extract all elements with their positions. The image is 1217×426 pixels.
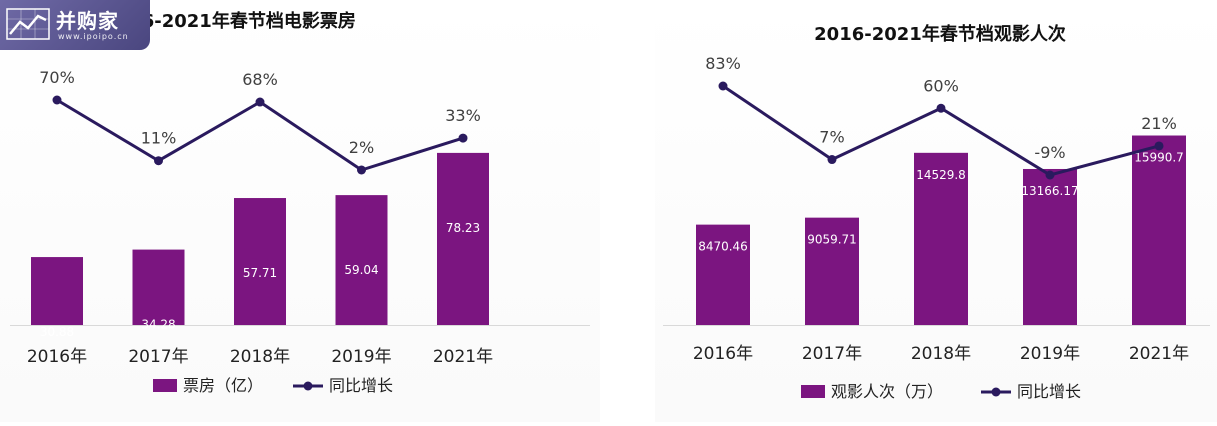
growth-point: [154, 156, 163, 166]
legend-line-label: 同比增长: [329, 376, 393, 395]
bar-value-label: 34.28: [141, 318, 175, 332]
growth-line: [56, 98, 464, 172]
bar: [696, 224, 750, 325]
bar-value-label: 8470.46: [698, 240, 748, 254]
bar-value-label: 13166.17: [1021, 184, 1078, 198]
legend-bar-swatch: [801, 385, 825, 398]
x-tick-label: 2017年: [802, 344, 862, 364]
growth-label: 33%: [445, 106, 481, 125]
growth-point: [458, 133, 468, 143]
legend-bar-label: 观影人次（万）: [831, 382, 943, 401]
bar-value-label: 14529.8: [916, 168, 966, 182]
attendance-chart-panel: 2016-2021年春节档观影人次 8470.46 9059.71 14529.8 13…: [655, 0, 1217, 422]
growth-label: 11%: [141, 129, 177, 148]
legend-line-label: 同比增长: [1017, 382, 1081, 401]
x-tick-label: 2018年: [911, 344, 971, 364]
bar: [805, 217, 859, 325]
x-tick-label: 2016年: [693, 344, 753, 364]
bar-value-label: 78.23: [446, 221, 480, 235]
bar: [1023, 168, 1077, 325]
x-tick-label: 2018年: [230, 347, 290, 367]
growth-label: 2%: [349, 138, 374, 157]
legend-bar-swatch: [153, 379, 177, 392]
x-tick-label: 2021年: [1129, 344, 1189, 364]
growth-point: [718, 81, 728, 91]
growth-point: [52, 95, 62, 105]
attendance-chart: 2016-2021年春节档观影人次 8470.46 9059.71 14529.8 13…: [663, 23, 1210, 401]
line-chart-icon: [6, 8, 50, 40]
chart-title: 2016-2021年春节档电影票房: [104, 10, 356, 32]
legend-bar-label: 票房（亿）: [183, 376, 263, 395]
bar-value-label: 30.88: [40, 325, 74, 339]
bar: [335, 195, 388, 325]
growth-point: [255, 97, 265, 107]
bar: [234, 198, 286, 325]
growth-label: 70%: [39, 68, 75, 87]
chart-title: 2016-2021年春节档观影人次: [814, 23, 1066, 45]
growth-point: [357, 165, 366, 175]
bar-value-label: 15990.7: [1134, 151, 1184, 165]
bar: [1132, 135, 1186, 325]
box-office-chart: 2016-2021年春节档电影票房 30.88 34.28 57.71 59.04 78.…: [10, 10, 590, 395]
x-tick-label: 2019年: [1020, 344, 1080, 364]
x-tick-label: 2019年: [331, 347, 391, 367]
bar: [914, 152, 968, 325]
legend-line-marker: [303, 381, 313, 391]
box-office-chart-panel: 2016-2021年春节档电影票房 30.88 34.28 57.71 59.04 78.…: [0, 0, 600, 422]
logo: 并购家 www.ipoipo.cn: [0, 0, 150, 50]
growth-label: 68%: [242, 70, 278, 89]
x-tick-label: 2017年: [128, 347, 188, 367]
logo-brand: 并购家: [56, 9, 119, 33]
x-tick-label: 2021年: [433, 347, 493, 367]
growth-label: 83%: [705, 54, 741, 73]
growth-point: [827, 155, 837, 165]
growth-label: -9%: [1034, 143, 1065, 162]
x-tick-label: 2016年: [27, 347, 87, 367]
growth-label: 21%: [1141, 114, 1177, 133]
bar: [132, 249, 185, 325]
bar-value-label: 57.71: [243, 266, 277, 280]
growth-label: 7%: [819, 128, 844, 147]
growth-point: [1045, 170, 1055, 180]
growth-point: [1154, 141, 1164, 151]
logo-domain: www.ipoipo.cn: [58, 32, 129, 41]
growth-label: 60%: [923, 76, 959, 95]
bar-value-label: 59.04: [344, 263, 378, 277]
growth-point: [936, 103, 946, 113]
legend-line-marker: [991, 387, 1001, 397]
bar-value-label: 9059.71: [807, 233, 857, 247]
bar: [31, 257, 83, 325]
bar: [437, 152, 489, 325]
